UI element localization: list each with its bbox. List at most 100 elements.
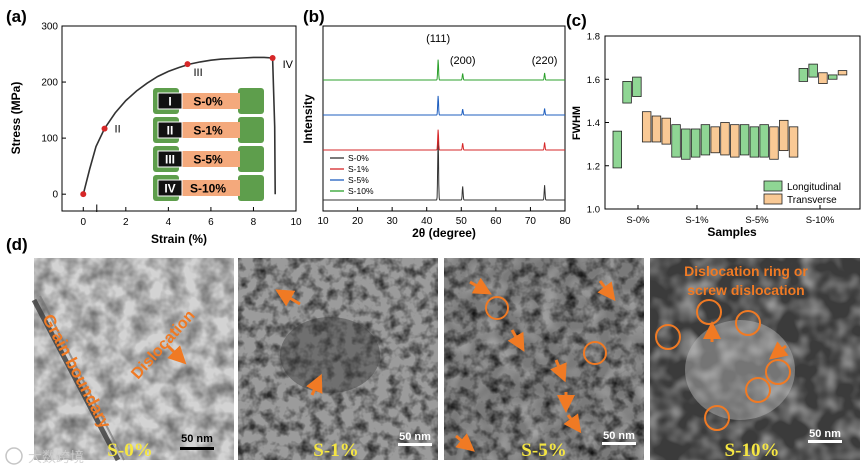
panel-label-a: (a)	[6, 7, 27, 26]
legend-label: S-1%	[348, 164, 369, 174]
fwhm-box	[808, 63, 818, 78]
chart-b-legend: S-0%S-1%S-5%S-10%	[330, 153, 374, 196]
watermark: 大数跨境	[5, 447, 84, 466]
a-xtick-label: 6	[208, 217, 214, 228]
caption-s1: S-1%	[313, 440, 358, 461]
panel-label-c: (c)	[566, 11, 587, 30]
legend-label: S-10%	[348, 186, 374, 196]
xrd-series-S-1%	[323, 129, 565, 151]
fwhm-chart: 1.0 1.2 1.4 1.6 1.8 S-0% S-1% S-5% S-10% Longitu…	[571, 32, 861, 239]
fwhm-box	[779, 119, 789, 152]
a-xtick-label: 2	[123, 217, 129, 228]
fwhm-box	[651, 115, 662, 143]
fwhm-box	[828, 74, 838, 80]
fwhm-box	[641, 111, 652, 143]
c-xtick-label: S-5%	[745, 215, 769, 226]
tem-images: Grain boundary Dislocation 50 nm S-0% 50…	[31, 258, 860, 462]
legend-label: Longitudinal	[787, 182, 841, 193]
peak-labels: (111)(200) (220)	[426, 33, 557, 67]
xrd-series	[323, 59, 565, 201]
stage-marker	[80, 191, 87, 198]
chart-b-xlabel: 2θ (degree)	[412, 226, 476, 240]
watermark-text: 大数跨境	[28, 450, 84, 466]
dislocation-ring-label-1: Dislocation ring or	[684, 263, 808, 279]
specimen-2: II S-1%	[153, 117, 264, 143]
stage-marker-label: II	[115, 124, 121, 136]
c-ytick-label: 1.8	[587, 32, 600, 43]
chart-c-legend: Longitudinal Transverse	[763, 180, 841, 206]
fwhm-box	[681, 128, 691, 160]
arrow-s1b	[306, 373, 323, 396]
a-ytick-label: 200	[41, 78, 58, 89]
c-ytick-label: 1.4	[587, 118, 600, 129]
scale-label-s0: 50 nm	[181, 433, 213, 445]
fwhm-box	[690, 128, 701, 158]
fwhm-box	[661, 117, 671, 145]
peak-label: (111)	[426, 33, 450, 45]
xrd-series-S-0%	[323, 137, 565, 201]
legend-label: S-5%	[348, 175, 369, 185]
fwhm-box	[700, 124, 711, 156]
legend-label: Transverse	[787, 195, 837, 206]
b-xtick-label: 60	[490, 216, 502, 227]
stress-strain-curve	[82, 56, 276, 195]
peak-label: (200)	[450, 55, 476, 67]
chart-a-ylabel: Stress (MPa)	[9, 82, 23, 155]
chart-c-ticks: 1.0 1.2 1.4 1.6 1.8 S-0% S-1% S-5% S-10%	[587, 32, 835, 227]
specimen-name: S-0%	[193, 95, 223, 109]
fwhm-box	[759, 124, 769, 158]
specimen-name: S-10%	[190, 182, 226, 196]
chart-a-xlabel: Strain (%)	[151, 232, 207, 246]
a-xtick-label: 8	[251, 217, 257, 228]
fwhm-box	[622, 81, 632, 104]
stage-marker-label: IV	[283, 59, 294, 71]
tem-image-s1: 50 nm S-1%	[238, 258, 438, 461]
fwhm-box	[720, 122, 730, 156]
c-ytick-label: 1.2	[587, 161, 600, 172]
scale-label-s10: 50 nm	[809, 428, 841, 440]
dislocation-ring-label-2: screw dislocation	[687, 282, 804, 298]
xrd-series-S-10%	[323, 59, 565, 81]
a-xtick-label: 10	[290, 217, 302, 228]
b-xtick-label: 80	[559, 216, 571, 227]
legend-label: S-0%	[348, 153, 369, 163]
chart-b-frame	[322, 25, 566, 212]
fwhm-box	[818, 72, 828, 84]
specimen-numeral: I	[168, 95, 171, 109]
stage-marker-label: III	[194, 67, 203, 79]
panel-label-d: (d)	[6, 235, 28, 254]
specimen-1: I S-0%	[153, 88, 264, 114]
fwhm-box	[749, 126, 760, 158]
b-xtick-label: 70	[525, 216, 537, 227]
a-ytick-label: 300	[41, 22, 58, 33]
scale-label-s1: 50 nm	[399, 431, 431, 443]
fwhm-box	[730, 124, 740, 158]
fwhm-box	[671, 124, 681, 158]
b-xtick-label: 10	[317, 216, 329, 227]
xrd-series-S-5%	[323, 95, 565, 116]
fwhm-box	[769, 126, 779, 160]
chart-c-ylabel: FWHM	[571, 106, 583, 140]
arrow-s1a	[275, 289, 301, 307]
a-ytick-label: 100	[41, 134, 58, 145]
specimen-4: IV S-10%	[153, 175, 264, 201]
a-xtick-label: 4	[166, 217, 172, 228]
c-ytick-label: 1.6	[587, 75, 600, 86]
arrow-s0	[166, 344, 187, 365]
fwhm-box	[837, 70, 848, 76]
chart-b-ylabel: Intensity	[301, 94, 315, 144]
caption-s10: S-10%	[725, 440, 780, 461]
specimen-name: S-1%	[193, 124, 223, 138]
chart-a-frame	[61, 25, 297, 212]
specimen-3: III S-5%	[153, 146, 264, 172]
scale-label-s5: 50 nm	[603, 430, 635, 442]
legend-swatch	[763, 193, 783, 205]
c-xtick-label: S-10%	[806, 215, 835, 226]
fwhm-box	[788, 126, 799, 158]
chart-c-xlabel: Samples	[707, 225, 757, 239]
